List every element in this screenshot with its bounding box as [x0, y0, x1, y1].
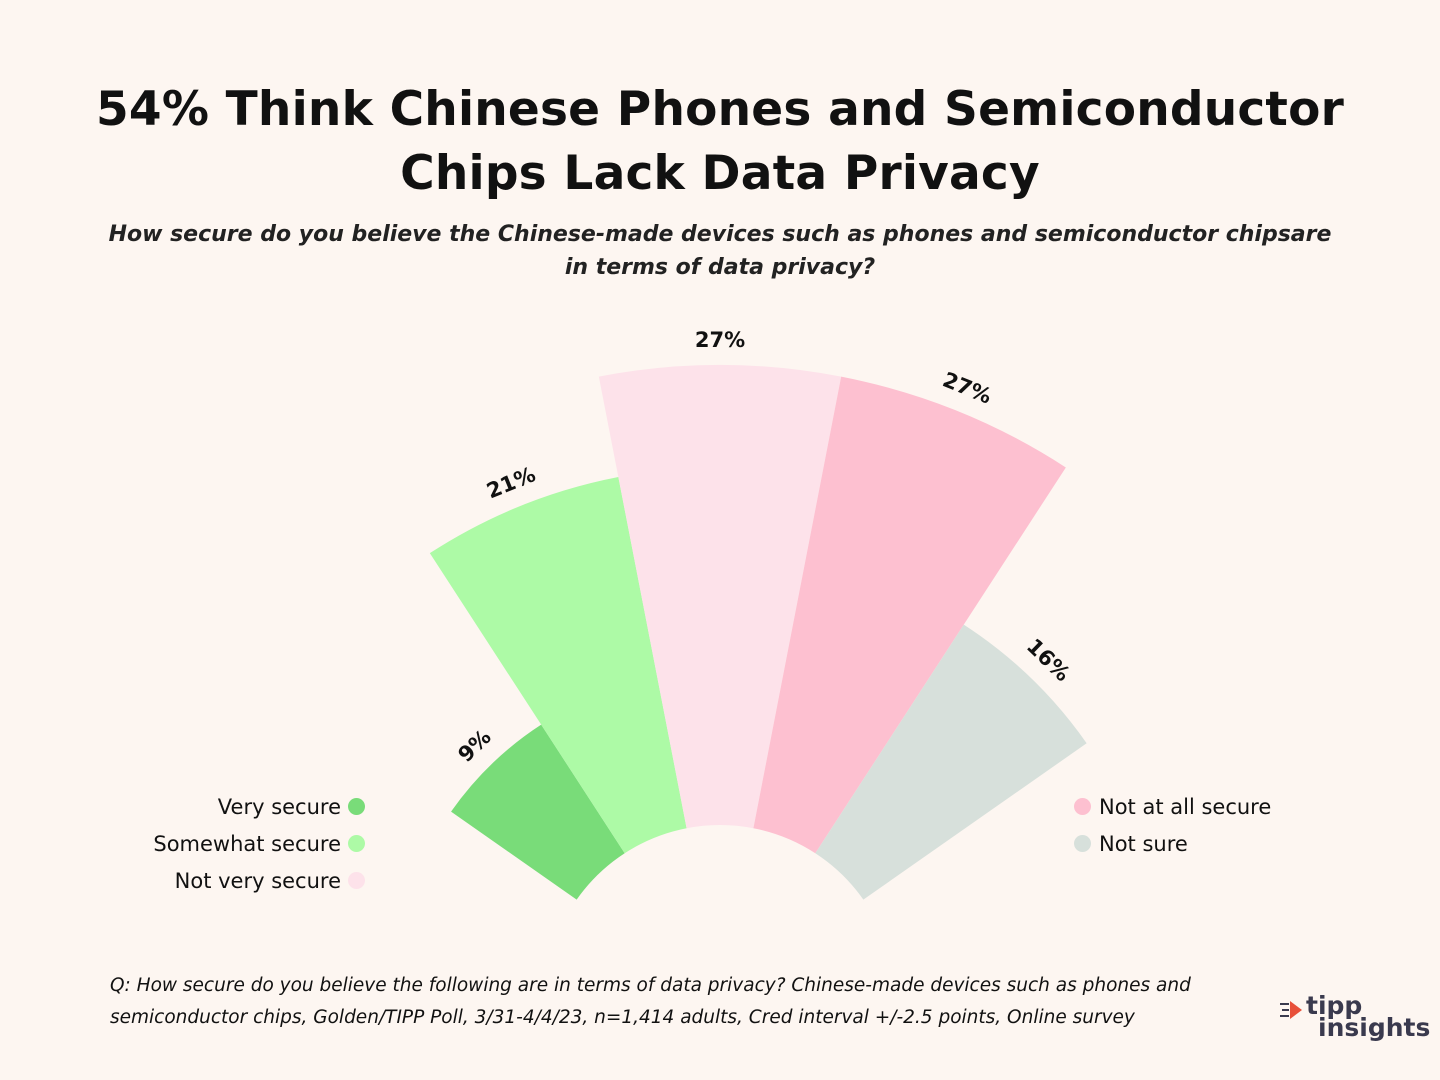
logo-text-insights: insights	[1318, 1013, 1431, 1042]
legend-swatch	[348, 835, 365, 852]
legend-label: Not at all secure	[1099, 794, 1272, 819]
logo-arrow-icon	[1280, 1001, 1302, 1019]
data-label: 27%	[695, 328, 745, 352]
bar-not-at-all-secure	[753, 376, 1066, 854]
legend-item-very-secure: Very secure	[153, 788, 365, 825]
legend-item-not-very-secure: Not very secure	[153, 862, 365, 899]
bar-somewhat-secure	[429, 477, 687, 854]
chart-title-line-1: 54% Think Chinese Phones and Semiconduct…	[96, 82, 1344, 137]
legend-label: Somewhat secure	[153, 831, 341, 856]
footnote-line-2: semiconductor chips, Golden/TIPP Poll, 3…	[110, 1007, 1135, 1028]
legend-item-not-at-all-secure: Not at all secure	[1074, 788, 1271, 825]
chart-title: 54% Think Chinese Phones and Semiconduct…	[0, 78, 1440, 206]
legend-left: Very secure Somewhat secure Not very sec…	[153, 788, 365, 899]
footnote-line-1: Q: How secure do you believe the followi…	[110, 975, 1191, 996]
legend-item-somewhat-secure: Somewhat secure	[153, 825, 365, 862]
tipp-insights-logo: tipp insights	[1280, 992, 1430, 1052]
footnote: Q: How secure do you believe the followi…	[110, 970, 1260, 1034]
bar-not-sure	[815, 624, 1087, 900]
legend-swatch	[348, 798, 365, 815]
legend-item-not-sure: Not sure	[1074, 825, 1271, 862]
chart-subtitle: How secure do you believe the Chinese-ma…	[108, 222, 1332, 280]
logo-text-tipp: tipp	[1306, 991, 1363, 1020]
legend-swatch	[348, 872, 365, 889]
data-label: 21%	[483, 462, 539, 503]
legend-swatch	[1074, 798, 1091, 815]
bar-very-secure	[451, 724, 625, 900]
legend-label: Not sure	[1099, 831, 1188, 856]
bar-not-very-secure	[598, 365, 842, 829]
legend-swatch	[1074, 835, 1091, 852]
data-label: 9%	[453, 725, 495, 767]
chart-title-line-2: Chips Lack Data Privacy	[400, 146, 1040, 201]
legend-label: Very secure	[217, 794, 341, 819]
legend-right: Not at all secure Not sure	[1074, 788, 1271, 862]
data-label: 27%	[939, 368, 995, 409]
legend-label: Not very secure	[174, 868, 341, 893]
